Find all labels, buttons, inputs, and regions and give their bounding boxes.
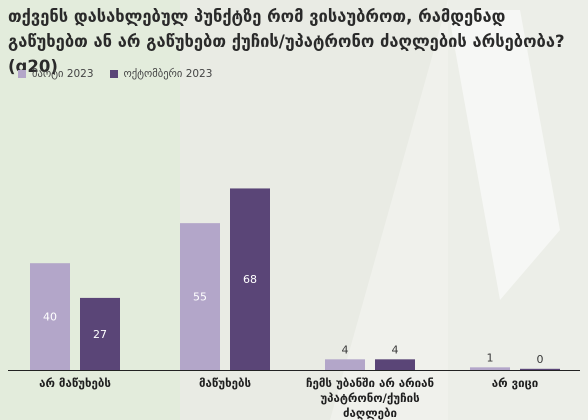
chart-legend: მარტი 2023 ოქტომბერი 2023: [18, 68, 228, 80]
bar-s1-c2: [375, 359, 415, 370]
bar-s1-c0: [80, 297, 120, 370]
bar-s0-c0: [30, 263, 70, 370]
bar-s1-c1: [230, 188, 270, 370]
data-label-s0-c1: 55: [193, 291, 207, 304]
data-label-s1-c1: 68: [243, 273, 257, 286]
bar-s1-c3: [520, 368, 560, 370]
data-label-s0-c0: 40: [43, 311, 57, 324]
category-label-2-line-1: უპატრონო/ქუჩის: [320, 391, 419, 405]
data-label-s0-c3: 1: [487, 351, 494, 364]
legend-label-march: მარტი 2023: [32, 68, 94, 80]
category-label-3-line-0: არ ვიცი: [492, 376, 538, 390]
bar-s0-c1: [180, 223, 220, 370]
data-label-s1-c2: 4: [392, 343, 399, 356]
data-label-s0-c2: 4: [342, 343, 349, 356]
data-label-s1-c0: 27: [93, 328, 107, 341]
legend-label-october: ოქტომბერი 2023: [123, 68, 213, 80]
bar-s0-c3: [470, 367, 510, 370]
legend-swatch-march: [18, 70, 26, 78]
category-label-1-line-0: მაწუხებს: [199, 376, 251, 390]
data-label-s1-c3: 0: [537, 353, 544, 366]
category-label-0-line-0: არ მაწუხებს: [39, 376, 111, 390]
legend-item-march: მარტი 2023: [18, 68, 94, 80]
legend-item-october: ოქტომბერი 2023: [109, 68, 213, 80]
legend-swatch-october: [109, 70, 118, 78]
category-label-2-line-2: ძაღლები: [343, 406, 397, 420]
bar-s0-c2: [325, 359, 365, 370]
category-label-2-line-0: ჩემს უბანში არ არიან: [306, 376, 434, 390]
